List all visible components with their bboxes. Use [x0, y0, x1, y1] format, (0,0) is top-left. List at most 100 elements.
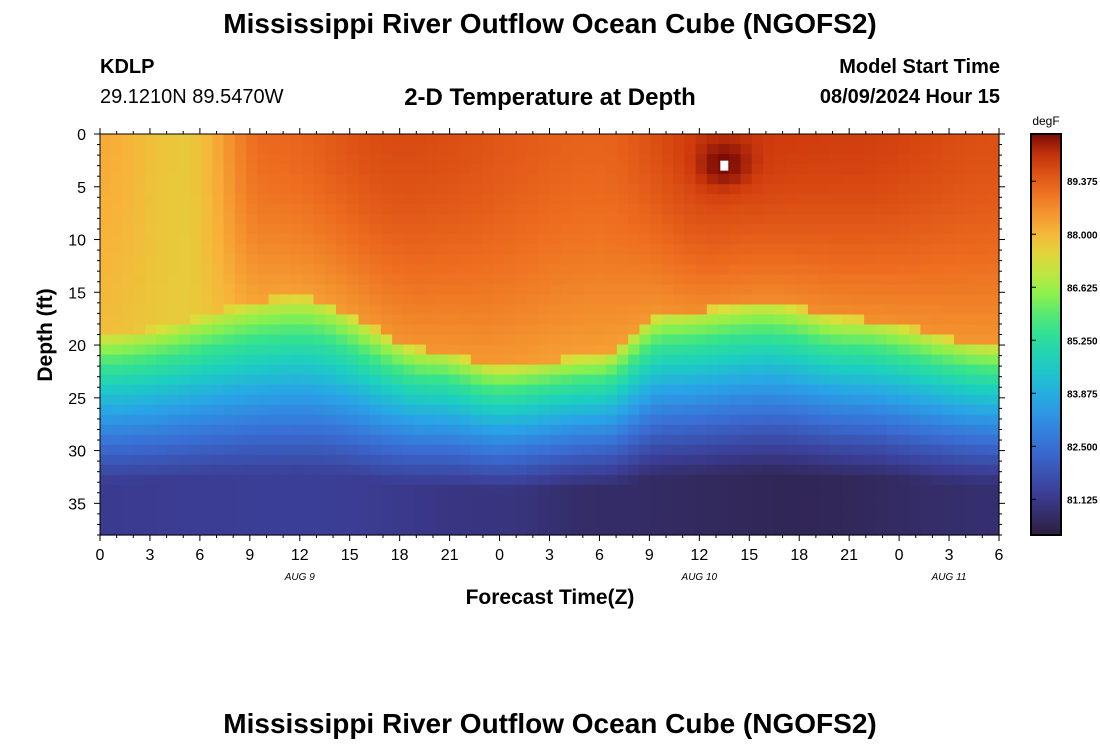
- heatmap-cell: [909, 184, 921, 195]
- heatmap-cell: [942, 514, 955, 526]
- heatmap-cell: [560, 214, 573, 225]
- heatmap-cell: [740, 264, 753, 275]
- heatmap-cell: [335, 224, 348, 235]
- heatmap-cell: [987, 294, 1000, 306]
- heatmap-cell: [100, 524, 112, 536]
- heatmap-cell: [740, 504, 753, 516]
- heatmap-cell: [639, 274, 652, 285]
- heatmap-cell: [246, 174, 258, 185]
- heatmap-cell: [358, 354, 371, 366]
- heatmap-cell: [819, 434, 832, 446]
- heatmap-cell: [650, 364, 663, 376]
- heatmap-cell: [830, 404, 843, 416]
- heatmap-cell: [470, 414, 483, 426]
- heatmap-cell: [425, 384, 438, 396]
- heatmap-cell: [144, 434, 157, 446]
- heatmap-cell: [482, 434, 494, 446]
- heatmap-cell: [594, 264, 607, 275]
- heatmap-cell: [583, 394, 596, 406]
- heatmap-cell: [470, 514, 483, 526]
- heatmap-cell: [212, 464, 225, 476]
- heatmap-cell: [403, 424, 416, 436]
- heatmap-cell: [425, 244, 438, 255]
- heatmap-cell: [886, 394, 899, 406]
- heatmap-cell: [875, 314, 888, 326]
- heatmap-cell: [571, 404, 584, 416]
- heatmap-cell: [909, 434, 921, 446]
- heatmap-cell: [819, 244, 832, 255]
- heatmap-cell: [504, 344, 517, 356]
- heatmap-cell: [100, 284, 112, 296]
- heatmap-cell: [864, 174, 876, 185]
- heatmap-cell: [628, 264, 640, 275]
- heatmap-cell: [369, 144, 382, 155]
- heatmap-cell: [774, 414, 787, 426]
- heatmap-cell: [763, 134, 775, 145]
- heatmap-cell: [976, 194, 989, 205]
- heatmap-cell: [448, 364, 461, 376]
- heatmap-cell: [819, 134, 832, 145]
- heatmap-cell: [515, 154, 528, 165]
- heatmap-cell: [223, 224, 236, 235]
- footer-title: Mississippi River Outflow Ocean Cube (NG…: [223, 708, 877, 739]
- heatmap-cell: [841, 204, 854, 215]
- heatmap-cell: [583, 174, 596, 185]
- heatmap-cell: [223, 404, 236, 416]
- heatmap-cell: [268, 494, 281, 506]
- heatmap-cell: [347, 424, 360, 436]
- heatmap-cell: [212, 144, 225, 155]
- heatmap-cell: [706, 184, 719, 195]
- heatmap-cell: [268, 424, 281, 436]
- heatmap-cell: [954, 224, 966, 235]
- heatmap-cell: [976, 244, 989, 255]
- heatmap-cell: [527, 224, 539, 235]
- heatmap-cell: [392, 304, 405, 316]
- heatmap-cell: [571, 224, 584, 235]
- heatmap-cell: [100, 354, 112, 366]
- heatmap-cell: [864, 194, 876, 205]
- heatmap-cell: [538, 514, 551, 526]
- heatmap-cell: [347, 284, 360, 296]
- heatmap-cell: [549, 404, 562, 416]
- heatmap-cell: [718, 394, 730, 406]
- heatmap-cell: [549, 134, 562, 145]
- heatmap-cell: [167, 314, 180, 326]
- heatmap-cell: [987, 164, 1000, 175]
- heatmap-cell: [538, 164, 551, 175]
- heatmap-cell: [571, 484, 584, 496]
- heatmap-cell: [470, 404, 483, 416]
- heatmap-cell: [886, 414, 899, 426]
- heatmap-cell: [122, 414, 135, 426]
- heatmap-cell: [852, 264, 865, 275]
- heatmap-cell: [571, 334, 584, 346]
- heatmap-cell: [313, 304, 326, 316]
- heatmap-cell: [212, 374, 225, 386]
- heatmap-cell: [189, 164, 202, 175]
- heatmap-cell: [100, 394, 112, 406]
- heatmap-cell: [751, 424, 764, 436]
- heatmap-cell: [616, 184, 629, 195]
- heatmap-cell: [571, 364, 584, 376]
- heatmap-cell: [987, 254, 1000, 265]
- heatmap-cell: [695, 214, 708, 225]
- heatmap-cell: [807, 134, 820, 145]
- heatmap-cell: [268, 294, 281, 306]
- heatmap-cell: [830, 264, 843, 275]
- heatmap-cell: [178, 314, 191, 326]
- heatmap-cell: [493, 234, 506, 245]
- heatmap-cell: [313, 174, 326, 185]
- heatmap-cell: [583, 274, 596, 285]
- heatmap-cell: [527, 134, 539, 145]
- heatmap-cell: [156, 264, 169, 275]
- heatmap-cell: [358, 474, 371, 486]
- heatmap-cell: [189, 364, 202, 376]
- heatmap-cell: [639, 314, 652, 326]
- heatmap-cell: [661, 314, 674, 326]
- heatmap-cell: [189, 494, 202, 506]
- heatmap-cell: [751, 444, 764, 456]
- heatmap-cell: [931, 194, 944, 205]
- heatmap-cell: [774, 294, 787, 306]
- heatmap-cell: [178, 234, 191, 245]
- heatmap-cell: [684, 474, 697, 486]
- heatmap-cell: [639, 514, 652, 526]
